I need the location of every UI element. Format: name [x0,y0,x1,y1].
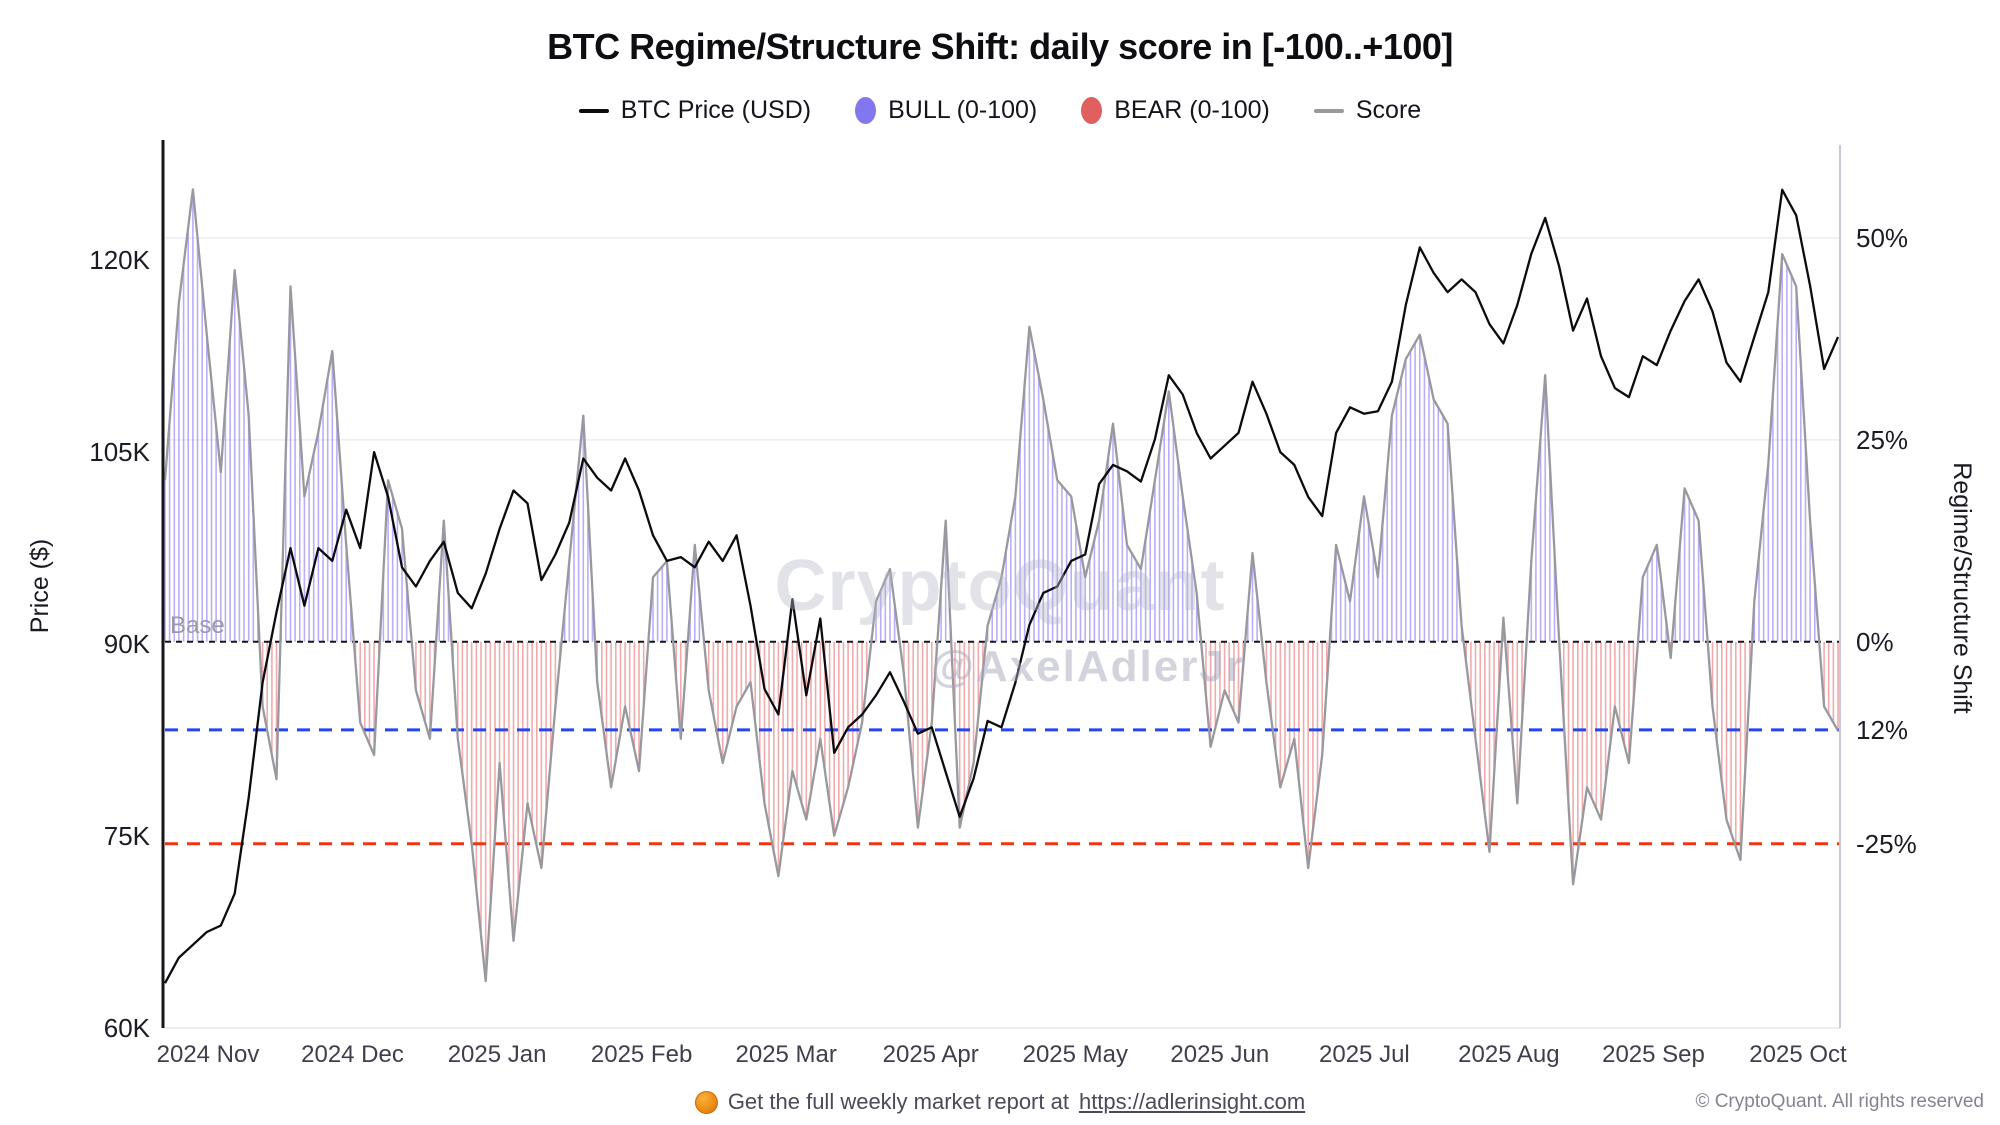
legend-item-score[interactable]: Score [1313,96,1422,125]
right-axis-tick: 0% [1856,627,1894,657]
score-swatch-icon [1313,108,1344,113]
x-axis-label: 2025 Mar [736,1041,837,1068]
x-axis-label: 2025 Sep [1602,1041,1705,1068]
right-axis-tick: 12% [1856,715,1908,745]
page-title: BTC Regime/Structure Shift: daily score … [547,26,1453,67]
left-axis-tick: 90K [104,629,151,659]
legend-item-bull[interactable]: BULL (0-100) [855,96,1037,125]
x-axis-label: 2025 May [1023,1041,1128,1068]
author-watermark: @AxelAdlerJr [931,642,1245,691]
score-line [163,188,1839,983]
cta-link[interactable]: https://adlerinsight.com [1078,1089,1306,1114]
cta-text: Get the full weekly market report at [727,1089,1069,1114]
right-axis-tick: 50% [1856,223,1908,253]
x-axis-label: 2025 Jun [1170,1041,1269,1068]
left-axis-tick: 75K [104,821,151,851]
x-axis-label: 2024 Dec [301,1041,404,1068]
legend-label: Score [1355,96,1422,124]
bull-swatch-icon [855,97,877,124]
left-axis-tick: 60K [104,1013,151,1043]
btc-price-line [163,188,1840,984]
orange-circle-icon [694,1090,718,1114]
legend-item-btc-price[interactable]: BTC Price (USD) [578,96,812,125]
x-axis-label: 2025 Apr [883,1041,979,1068]
left-axis-tick: 120K [89,245,150,275]
legend-item-bear[interactable]: BEAR (0-100) [1081,96,1270,125]
base-line-label: Base [170,612,225,639]
btc-price-swatch-icon [578,108,609,113]
footer-cta: Get the full weekly market report at htt… [0,1089,2000,1115]
left-axis-tick: 105K [89,437,150,467]
legend-label: BEAR (0-100) [1114,96,1270,124]
cryptoquant-watermark: CryptoQuant [775,546,1226,626]
right-axis-title: Regime/Structure Shift [1948,462,1976,714]
x-axis-label: 2025 Oct [1749,1041,1847,1068]
right-axis-tick: 25% [1856,425,1908,455]
left-axis-title: Price ($) [26,539,54,633]
legend-label: BTC Price (USD) [620,96,812,124]
right-axis-tick: -25% [1856,829,1917,859]
x-axis-label: 2025 Aug [1458,1041,1559,1068]
x-axis-label: 2025 Jan [448,1041,547,1068]
x-axis-label: 2024 Nov [157,1041,260,1068]
x-axis-label: 2025 Feb [591,1041,692,1068]
bear-swatch-icon [1081,97,1103,124]
copyright-notice: © CryptoQuant. All rights reserved [1695,1091,1984,1112]
legend-label: BULL (0-100) [888,96,1038,124]
x-axis-label: 2025 Jul [1319,1041,1410,1068]
chart-legend: BTC Price (USD) BULL (0-100) BEAR (0-100) S… [0,96,2000,125]
